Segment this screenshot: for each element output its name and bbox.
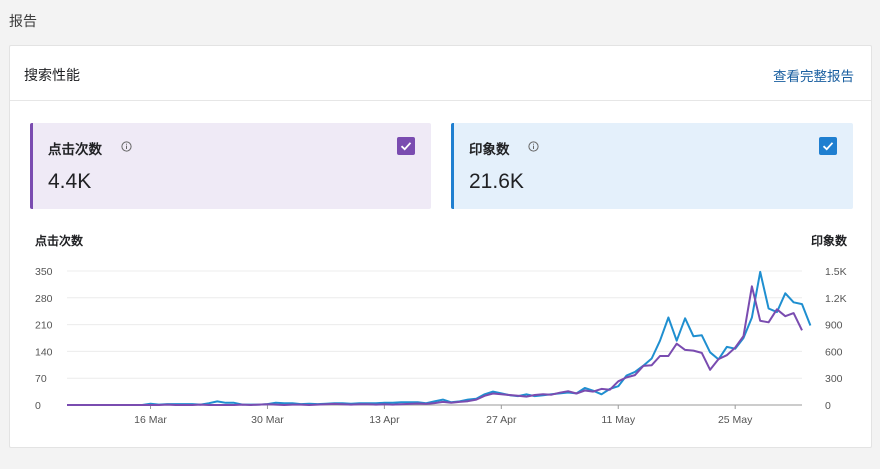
impressions-value: 21.6K xyxy=(469,170,524,193)
x-tick-label: 11 May xyxy=(601,414,635,426)
clicks-value: 4.4K xyxy=(48,170,92,193)
impressions-series-line xyxy=(67,270,812,406)
checkmark-icon xyxy=(400,142,412,151)
clicks-metric-card[interactable]: 点击次数 4.4K xyxy=(30,123,431,209)
card-header: 搜索性能 查看完整报告 xyxy=(10,46,871,101)
full-report-link[interactable]: 查看完整报告 xyxy=(773,69,854,84)
clicks-series-line xyxy=(67,285,803,406)
x-tick-label: 27 Apr xyxy=(486,414,517,426)
search-performance-card: 搜索性能 查看完整报告 点击次数 4.4K 印象数 21.6K xyxy=(9,45,872,448)
x-tick-label: 13 Apr xyxy=(369,414,400,426)
right-tick-label: 1.5K xyxy=(825,266,847,278)
left-tick-label: 140 xyxy=(35,346,53,358)
left-tick-label: 350 xyxy=(35,266,53,278)
x-tick-label: 16 Mar xyxy=(134,414,167,426)
card-title: 搜索性能 xyxy=(24,67,80,83)
checkmark-icon xyxy=(822,142,834,151)
left-axis-title: 点击次数 xyxy=(35,234,84,248)
x-tick-label: 25 May xyxy=(718,414,753,426)
right-tick-label: 1.2K xyxy=(825,293,847,305)
performance-chart[interactable]: 350 1.5K 280 1.2K 210 900 140 600 70 300 0 0 16 Mar 3… xyxy=(10,46,871,447)
impressions-checkbox[interactable] xyxy=(819,137,837,155)
left-tick-label: 70 xyxy=(35,373,47,385)
left-tick-label: 210 xyxy=(35,320,53,332)
right-tick-label: 600 xyxy=(825,346,843,358)
right-tick-label: 0 xyxy=(825,400,831,412)
left-tick-label: 280 xyxy=(35,293,53,305)
page-title: 报告 xyxy=(9,13,37,29)
clicks-checkbox[interactable] xyxy=(397,137,415,155)
right-tick-label: 900 xyxy=(825,320,843,332)
impressions-label: 印象数 xyxy=(469,142,510,157)
clicks-label: 点击次数 xyxy=(48,142,102,157)
x-tick-label: 30 Mar xyxy=(251,414,284,426)
impressions-metric-card[interactable]: 印象数 21.6K xyxy=(451,123,853,209)
info-icon[interactable] xyxy=(528,141,539,152)
left-tick-label: 0 xyxy=(35,400,41,412)
right-tick-label: 300 xyxy=(825,373,843,385)
info-icon[interactable] xyxy=(121,141,132,152)
right-axis-title: 印象数 xyxy=(810,234,847,248)
